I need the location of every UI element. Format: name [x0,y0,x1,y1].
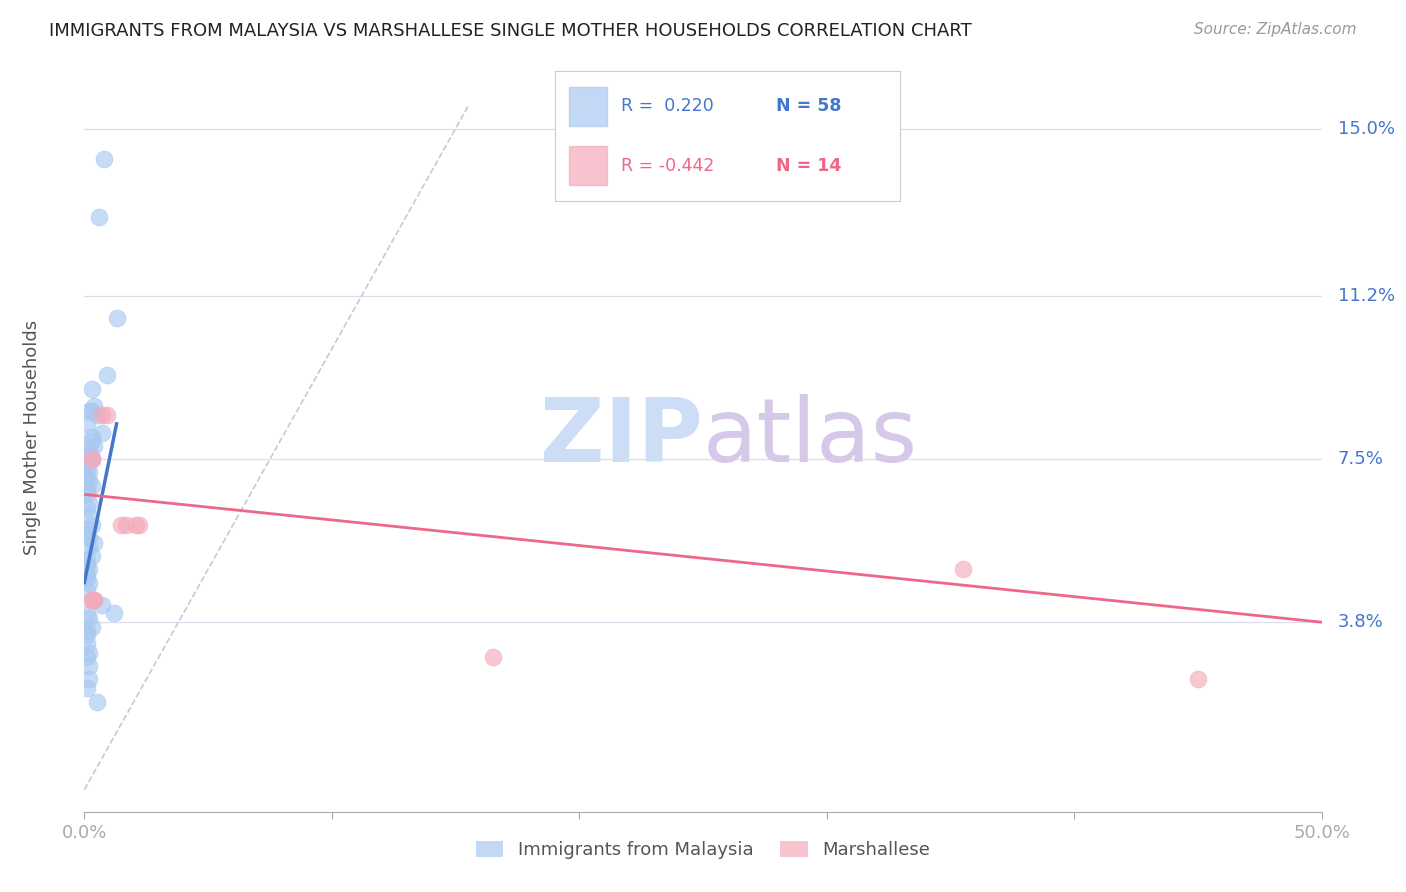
Point [76,681,98,696]
Point [83,593,105,607]
Text: N = 14: N = 14 [776,157,841,175]
Point [80,478,103,492]
Text: ZIP: ZIP [540,393,703,481]
Legend: Immigrants from Malaysia, Marshallese: Immigrants from Malaysia, Marshallese [470,834,936,866]
Text: Single Mother Households: Single Mother Households [24,319,41,555]
Point [481,650,503,665]
Point [79,466,101,480]
Point [80,518,103,533]
Point [76,448,98,462]
Point [79,562,101,576]
Point [76,637,98,651]
Point [103,607,125,621]
Point [80,593,103,607]
Point [76,457,98,471]
Point [76,461,98,475]
Point [76,624,98,638]
Point [79,496,101,510]
Point [79,659,101,673]
Text: R =  0.220: R = 0.220 [621,97,714,115]
Point [76,523,98,537]
Point [76,553,98,567]
Point [83,593,105,607]
Text: 7.5%: 7.5% [1337,450,1384,468]
Point [80,549,103,563]
Point [76,566,98,581]
Point [76,650,98,665]
Bar [569,87,607,126]
Point [1187,673,1209,687]
Point [76,469,98,483]
Point [76,571,98,585]
Point [79,532,101,546]
Point [79,474,101,488]
Point [128,518,150,533]
Point [76,487,98,501]
Text: R = -0.442: R = -0.442 [621,157,714,175]
Point [79,575,101,590]
Text: Source: ZipAtlas.com: Source: ZipAtlas.com [1194,22,1357,37]
Point [79,509,101,524]
Point [90,425,112,440]
Text: 11.2%: 11.2% [1337,287,1395,305]
Bar [569,146,607,186]
Point [76,584,98,599]
Point [80,430,103,444]
Point [90,408,112,422]
Text: 3.8%: 3.8% [1337,613,1384,632]
Text: atlas: atlas [703,393,918,481]
Point [105,311,128,326]
Point [86,408,108,422]
Point [93,153,115,167]
Text: 15.0%: 15.0% [1337,120,1395,137]
Point [79,443,101,458]
Point [76,500,98,515]
Point [90,598,112,612]
Point [76,558,98,572]
Point [96,408,118,422]
Point [80,452,103,467]
Point [79,403,101,417]
Point [83,399,105,413]
Point [76,483,98,497]
Point [79,611,101,625]
Point [79,673,101,687]
Text: IMMIGRANTS FROM MALAYSIA VS MARSHALLESE SINGLE MOTHER HOUSEHOLDS CORRELATION CHA: IMMIGRANTS FROM MALAYSIA VS MARSHALLESE … [49,22,972,40]
Point [952,562,974,576]
Point [79,541,101,555]
Point [80,593,103,607]
Point [89,210,111,224]
Text: N = 58: N = 58 [776,97,841,115]
Point [76,628,98,642]
Point [83,536,105,550]
Point [79,646,101,660]
Point [96,368,118,383]
Point [80,619,103,633]
Point [79,448,101,462]
Point [80,434,103,449]
Point [76,607,98,621]
Point [80,382,103,396]
Point [76,527,98,541]
Point [110,518,132,533]
Point [86,694,108,708]
Point [125,518,148,533]
Point [115,518,138,533]
Point [80,403,103,417]
Point [76,417,98,431]
Point [83,439,105,453]
Point [80,452,103,467]
Point [80,452,103,467]
